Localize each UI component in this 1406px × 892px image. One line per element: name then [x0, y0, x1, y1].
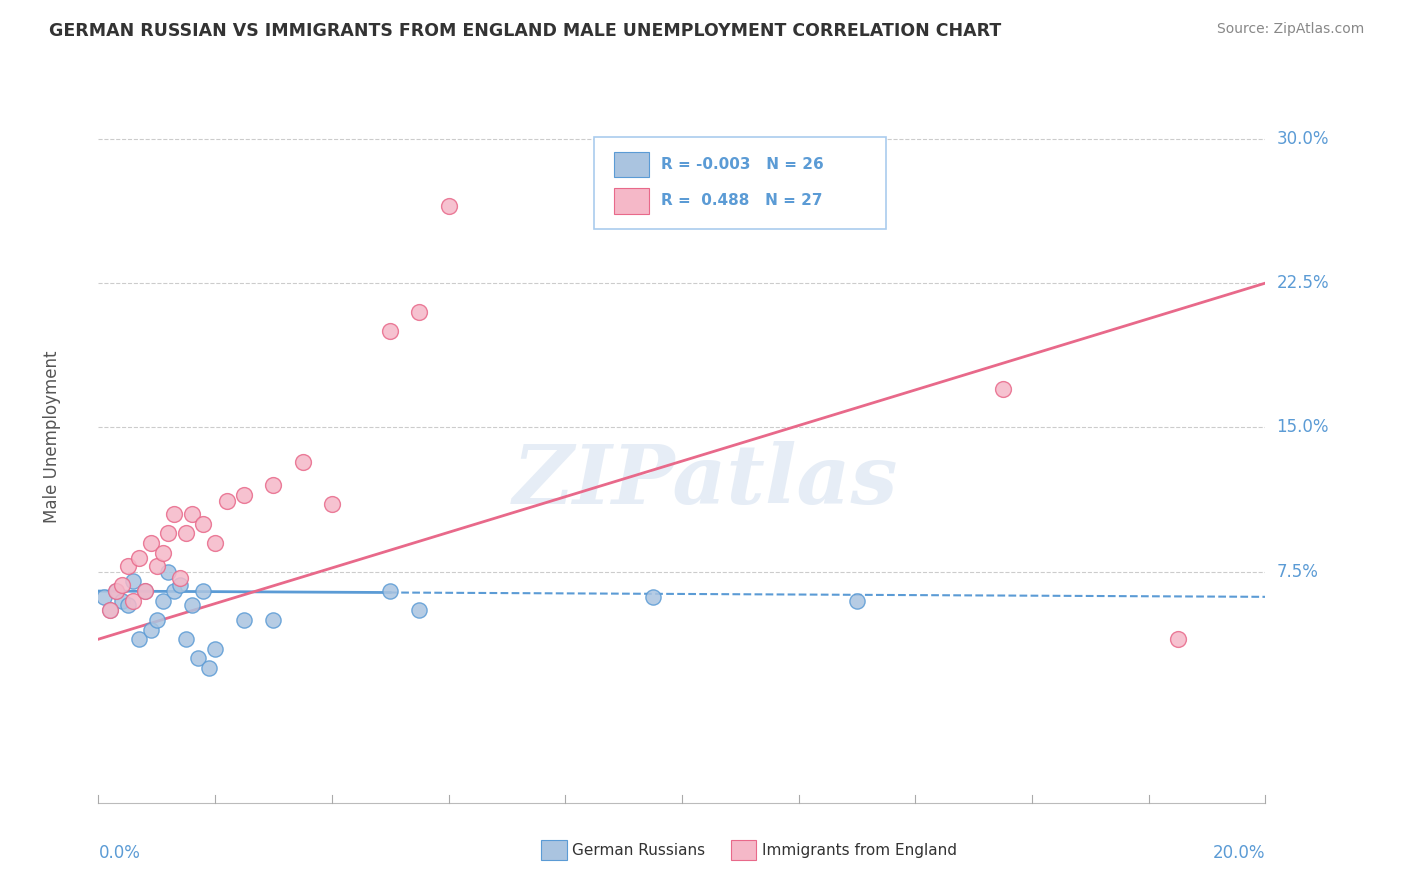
Point — [139, 536, 162, 550]
Text: Male Unemployment: Male Unemployment — [42, 351, 60, 524]
Point — [104, 584, 127, 599]
Point — [380, 324, 402, 338]
Point — [134, 584, 156, 599]
FancyBboxPatch shape — [595, 137, 886, 228]
Text: 15.0%: 15.0% — [1277, 418, 1329, 436]
Point — [98, 603, 121, 617]
Point — [157, 526, 180, 541]
Point — [193, 516, 215, 531]
Point — [111, 593, 134, 607]
Text: 0.0%: 0.0% — [98, 845, 141, 863]
Point — [180, 507, 202, 521]
Point — [204, 536, 226, 550]
Point — [163, 584, 186, 599]
Point — [117, 598, 139, 612]
Point — [408, 603, 430, 617]
Bar — [614, 152, 650, 178]
Text: R = -0.003   N = 26: R = -0.003 N = 26 — [661, 157, 824, 172]
Point — [122, 574, 145, 589]
Point — [152, 545, 174, 559]
Point — [146, 613, 169, 627]
Point — [437, 199, 460, 213]
Point — [98, 603, 121, 617]
Point — [233, 613, 256, 627]
Text: Source: ZipAtlas.com: Source: ZipAtlas.com — [1216, 22, 1364, 37]
Text: Immigrants from England: Immigrants from England — [762, 843, 957, 857]
Text: GERMAN RUSSIAN VS IMMIGRANTS FROM ENGLAND MALE UNEMPLOYMENT CORRELATION CHART: GERMAN RUSSIAN VS IMMIGRANTS FROM ENGLAN… — [49, 22, 1001, 40]
Point — [169, 571, 191, 585]
Point — [117, 559, 139, 574]
Bar — [614, 188, 650, 214]
Point — [180, 598, 202, 612]
Point — [187, 651, 209, 665]
Point — [122, 593, 145, 607]
Point — [846, 593, 869, 607]
Point — [380, 584, 402, 599]
Point — [408, 305, 430, 319]
Point — [104, 584, 127, 599]
Point — [262, 478, 284, 492]
Point — [321, 498, 343, 512]
Text: 30.0%: 30.0% — [1277, 129, 1329, 148]
Point — [1167, 632, 1189, 647]
Point — [146, 559, 169, 574]
Text: German Russians: German Russians — [572, 843, 706, 857]
Point — [233, 488, 256, 502]
Point — [291, 455, 314, 469]
Point — [169, 578, 191, 592]
Point — [152, 593, 174, 607]
Point — [163, 507, 186, 521]
Point — [128, 632, 150, 647]
Point — [991, 382, 1014, 396]
Point — [262, 613, 284, 627]
Text: ZIPatlas: ZIPatlas — [513, 441, 898, 521]
Point — [198, 661, 221, 675]
Point — [174, 632, 197, 647]
Point — [139, 623, 162, 637]
Point — [215, 493, 238, 508]
Point — [111, 578, 134, 592]
Text: 7.5%: 7.5% — [1277, 563, 1319, 581]
Point — [128, 551, 150, 566]
Text: 22.5%: 22.5% — [1277, 274, 1329, 292]
Point — [157, 565, 180, 579]
Text: 20.0%: 20.0% — [1213, 845, 1265, 863]
Point — [134, 584, 156, 599]
Point — [93, 590, 115, 604]
Point — [193, 584, 215, 599]
Point — [641, 590, 664, 604]
Text: R =  0.488   N = 27: R = 0.488 N = 27 — [661, 194, 823, 209]
Point — [204, 641, 226, 656]
Point — [174, 526, 197, 541]
